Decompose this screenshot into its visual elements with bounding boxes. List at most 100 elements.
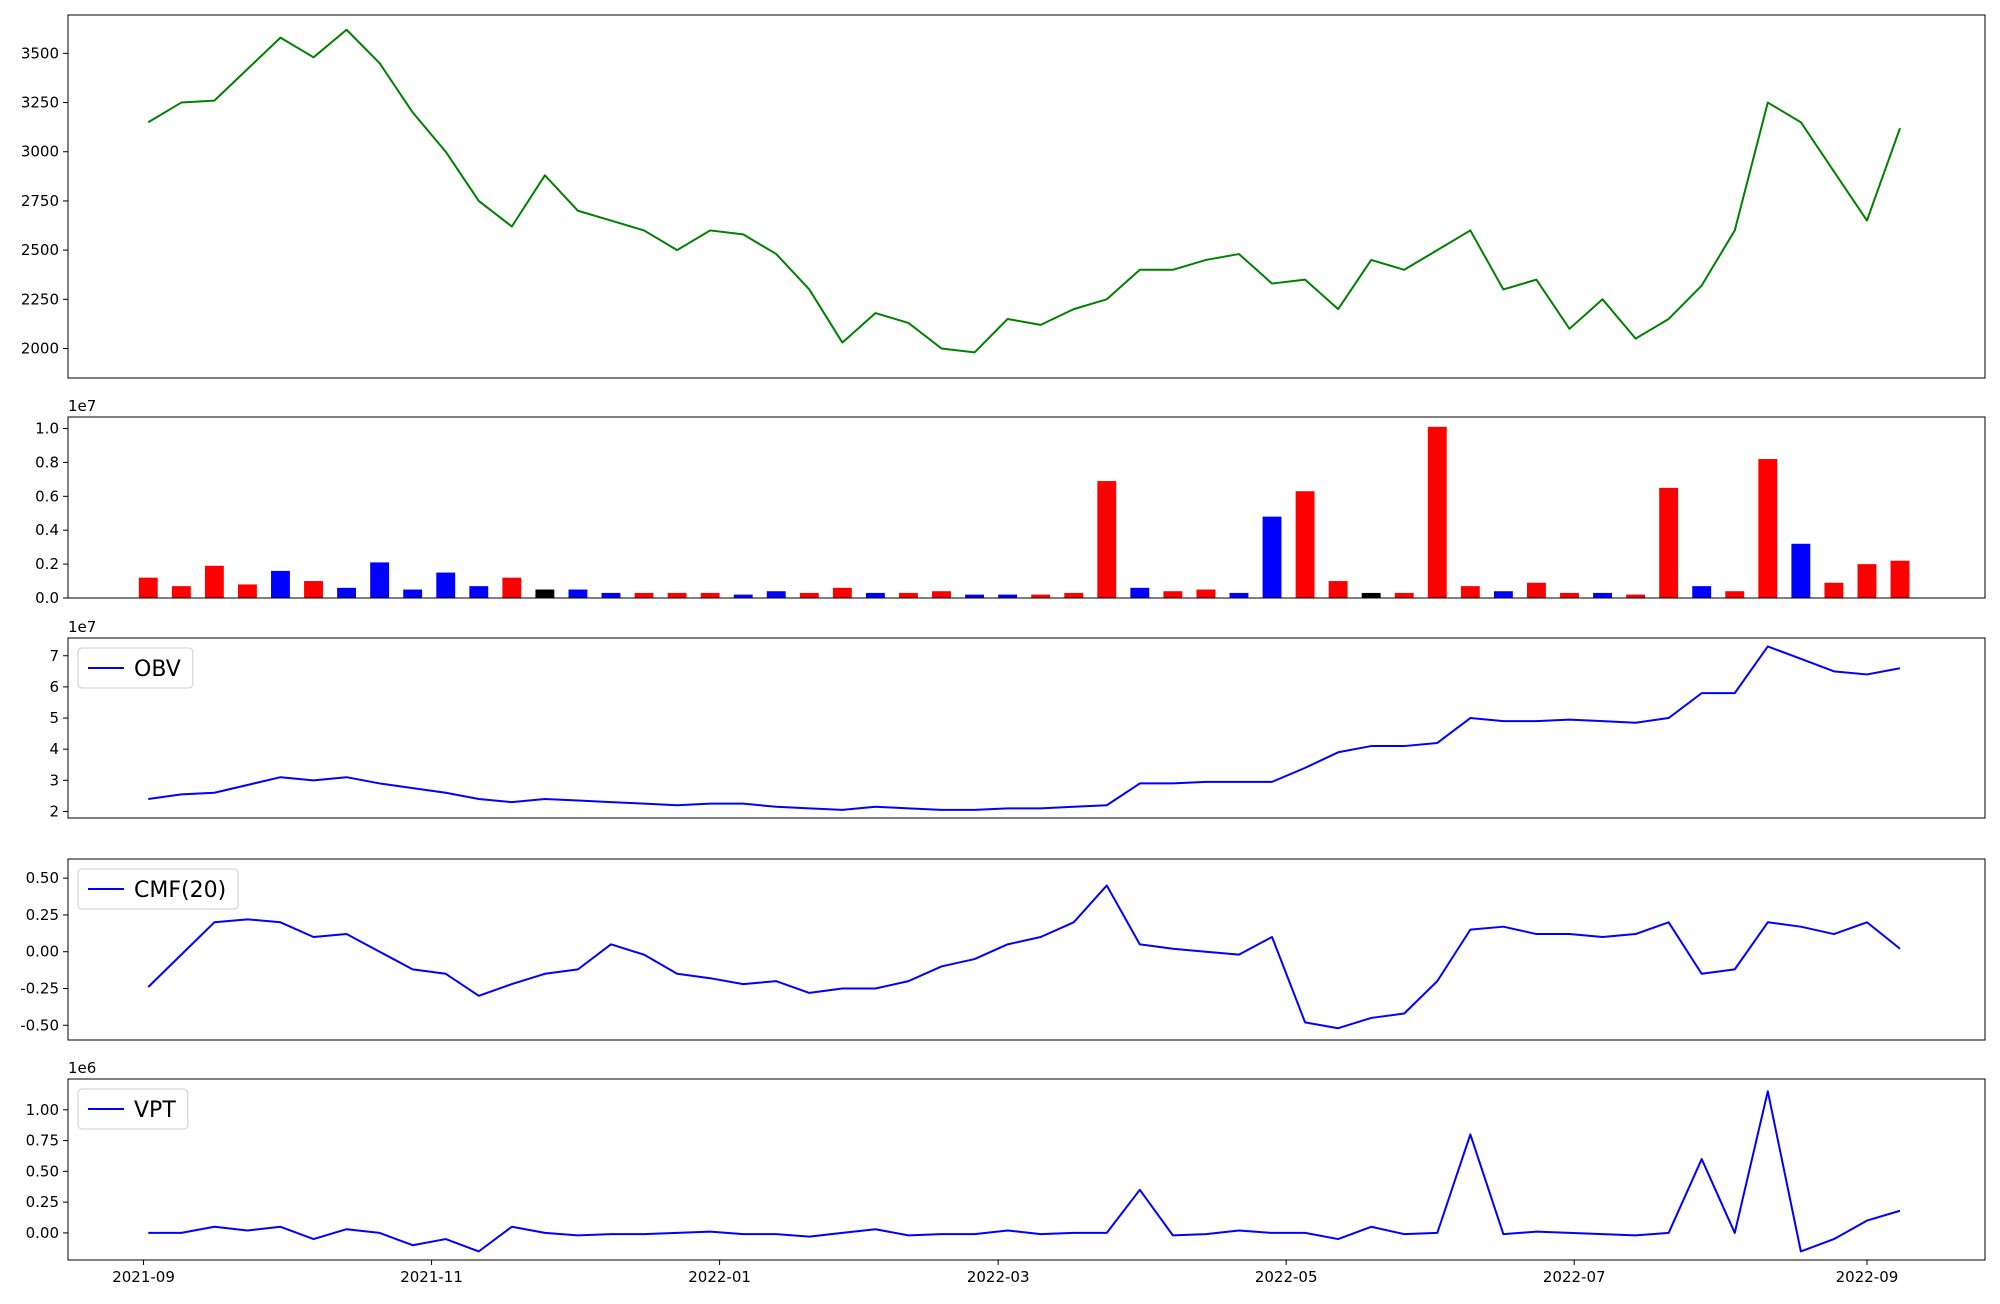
y-tick-label: 5 [49,709,59,727]
y-tick-label: -0.50 [20,1016,59,1034]
y-tick-label: 0.0 [35,589,59,607]
volume-bar [1526,582,1546,598]
volume-bar [337,587,357,598]
volume-bar [271,570,290,598]
volume-bar [1328,581,1348,598]
volume-bar [1493,591,1513,598]
volume-bar [436,572,456,598]
volume-bar [667,592,687,598]
panel: 0.0 0.2 0.4 0.6 0.8 1.0 1e7 [35,397,1986,607]
volume-bar [601,592,621,598]
y-tick-label: 2750 [21,192,59,210]
x-tick-label: 2022-03 [967,1268,1030,1286]
y-tick-label: 0.50 [26,1162,59,1180]
y-tick-label: 2250 [21,290,59,308]
volume-bar [1427,426,1447,598]
legend: VPT [77,1088,189,1130]
volume-bar [1824,582,1844,598]
volume-bar [832,587,852,598]
legend-label: OBV [134,657,181,682]
y-tick-label: 2000 [21,339,59,357]
data-line [147,28,1901,354]
y-tick-label: 3500 [21,44,59,62]
data-line [148,645,1901,811]
volume-bar [1163,591,1183,598]
legend-label: CMF(20) [134,878,226,903]
data-line [147,884,1901,1030]
panel: -0.50 -0.25 0.00 0.25 0.50 CMF(20) [20,858,1986,1041]
y-tick-label: 0.6 [35,487,59,505]
volume-bar [899,592,918,598]
axis-offset-label: 1e7 [68,618,96,636]
volume-bar [1361,592,1381,598]
y-tick-label: 6 [49,678,59,696]
y-tick-label: 3250 [21,94,59,112]
volume-bar [1692,586,1712,598]
volume-bar [502,577,522,598]
volume-bar [865,592,885,598]
volume-bar [1626,594,1646,598]
y-tick-label: 3 [49,771,59,789]
y-tick-label: 4 [49,740,59,758]
x-tick-label: 2021-11 [400,1268,463,1286]
volume-bar [370,562,390,598]
y-tick-label: 0.25 [26,1193,59,1211]
axes-frame [67,14,1986,379]
x-tick-label: 2022-01 [688,1268,751,1286]
legend-box [77,647,194,689]
y-tick-label: 0.25 [26,906,59,924]
volume-bar [1725,591,1745,598]
volume-bar [1560,592,1579,598]
volume-bar [998,594,1018,598]
panel: 2000 2250 2500 2750 3000 3250 3500 [21,14,1986,379]
volume-bar [766,591,786,598]
volume-bar [1758,459,1778,598]
y-tick-label: 0.2 [35,555,59,573]
volume-bar [1130,587,1150,598]
volume-bar [733,594,753,598]
x-tick-label: 2022-05 [1255,1268,1318,1286]
panel: 0.00 0.25 0.50 0.75 1.00 1e6 2021-09 2021-11 202… [26,1059,1986,1286]
legend: OBV [77,647,194,689]
volume-bar [304,581,323,598]
y-tick-label: 2 [49,802,59,820]
y-tick-label: 0.00 [26,943,59,961]
axis-offset-label: 1e6 [68,1059,96,1077]
y-tick-label: 1.00 [26,1101,59,1119]
y-tick-label: 1.0 [35,420,59,438]
volume-bar [403,589,423,598]
axes-frame [67,416,1986,599]
volume-bar [634,592,654,598]
volume-bar [1097,481,1117,598]
volume-bar [1394,592,1414,598]
volume-bar [932,591,951,598]
x-tick-label: 2022-07 [1543,1268,1606,1286]
volume-bar [965,594,985,598]
data-line [148,1090,1901,1253]
volume-bar [1262,516,1282,598]
axes-frame [67,1078,1986,1261]
panel: 2 3 4 5 6 7 1e7 OBV [49,618,1986,820]
y-tick-label: 3000 [21,143,59,161]
volume-bar [1791,543,1811,598]
legend-box [77,1088,189,1130]
legend: CMF(20) [77,868,239,910]
volume-bar [1890,560,1910,598]
volume-bar [700,592,720,598]
volume-bar [237,584,257,598]
volume-bar [1295,491,1315,598]
volume-bar [1031,594,1051,598]
volume-bar [568,589,588,598]
axes-frame [67,858,1986,1041]
axes-frame [67,637,1986,819]
volume-bar [171,586,191,598]
axis-offset-label: 1e7 [68,397,96,415]
y-tick-label: 0.8 [35,453,59,471]
volume-bar [1593,592,1612,598]
y-tick-label: -0.25 [20,979,59,997]
y-tick-label: 0.50 [26,869,59,887]
volume-bar [1857,564,1877,598]
y-tick-label: 0.4 [35,521,59,539]
volume-bar [1659,487,1679,598]
